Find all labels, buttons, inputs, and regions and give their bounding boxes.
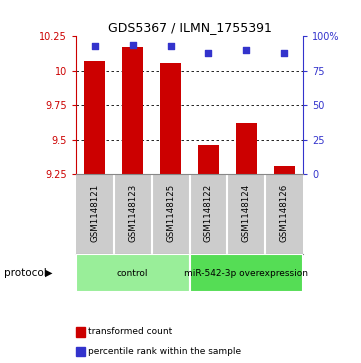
Title: GDS5367 / ILMN_1755391: GDS5367 / ILMN_1755391 (108, 21, 271, 34)
Text: transformed count: transformed count (88, 327, 173, 336)
Bar (198, 145, 219, 174)
Bar (122, 47, 143, 174)
Point (168, 43, 173, 49)
Text: protocol: protocol (4, 268, 46, 278)
Text: control: control (117, 269, 148, 278)
Text: GSM1148123: GSM1148123 (128, 184, 137, 242)
Bar (190, 254, 303, 292)
Bar (274, 166, 295, 174)
Text: GSM1148121: GSM1148121 (90, 184, 99, 242)
Point (206, 50, 212, 56)
Text: GSM1148126: GSM1148126 (280, 184, 289, 242)
Text: GSM1148124: GSM1148124 (242, 184, 251, 242)
Text: GSM1148122: GSM1148122 (204, 184, 213, 242)
Text: percentile rank within the sample: percentile rank within the sample (88, 347, 242, 356)
Bar (84, 61, 105, 174)
Text: GSM1148125: GSM1148125 (166, 184, 175, 242)
Text: ▶: ▶ (45, 268, 52, 278)
Bar (236, 123, 257, 174)
Text: miR-542-3p overexpression: miR-542-3p overexpression (184, 269, 308, 278)
Bar (160, 62, 181, 174)
Point (282, 50, 287, 56)
Point (92, 43, 97, 49)
Point (243, 47, 249, 53)
Bar (76, 254, 190, 292)
Point (130, 42, 136, 48)
